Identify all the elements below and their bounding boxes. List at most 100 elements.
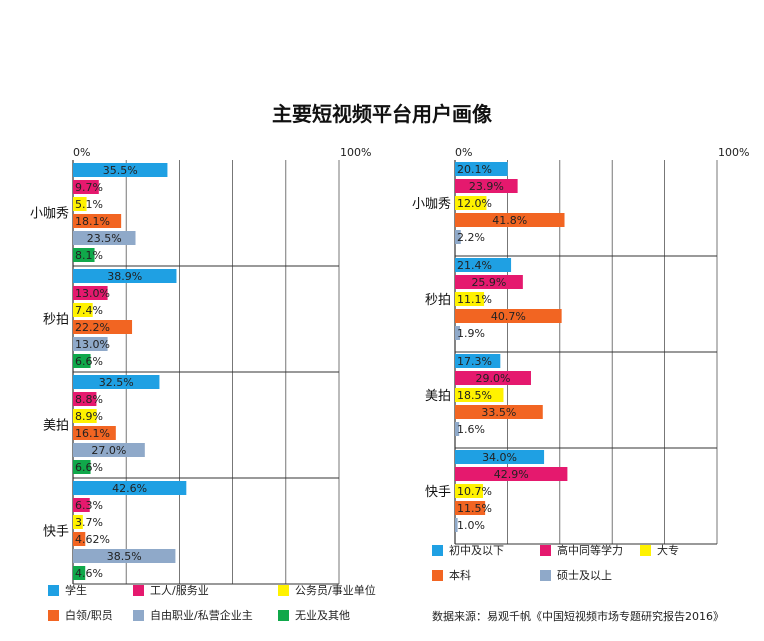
category-label: 小咖秀 bbox=[412, 197, 451, 212]
data-label: 18.5% bbox=[457, 389, 492, 402]
bar bbox=[73, 481, 187, 495]
legend-swatch bbox=[48, 609, 59, 621]
legend-item: 公务员/事业单位 bbox=[278, 582, 376, 598]
bar bbox=[455, 275, 523, 289]
bar bbox=[455, 371, 531, 385]
data-label: 4.6% bbox=[75, 567, 103, 580]
data-label: 34.0% bbox=[482, 451, 517, 464]
data-label: 11.1% bbox=[457, 293, 492, 306]
category-label: 小咖秀 bbox=[30, 207, 69, 222]
data-label: 40.7% bbox=[491, 310, 526, 323]
data-label: 42.9% bbox=[494, 468, 529, 481]
legend-label: 硕士及以上 bbox=[557, 569, 612, 582]
bar bbox=[73, 231, 136, 245]
legend-label: 工人/服务业 bbox=[150, 584, 209, 597]
bar bbox=[455, 213, 565, 227]
bar bbox=[455, 162, 508, 176]
page-title: 主要短视频平台用户画像 bbox=[272, 102, 492, 126]
bar bbox=[73, 197, 87, 211]
legend-label: 公务员/事业单位 bbox=[295, 584, 376, 597]
data-label: 38.5% bbox=[107, 550, 142, 563]
data-label: 16.1% bbox=[75, 427, 110, 440]
data-label: 7.4% bbox=[75, 304, 103, 317]
axis-min-label: 0% bbox=[73, 146, 90, 159]
bar bbox=[455, 292, 485, 306]
legend-swatch bbox=[640, 544, 651, 556]
legend-swatch bbox=[133, 609, 144, 621]
data-label: 13.0% bbox=[75, 287, 110, 300]
data-label: 23.9% bbox=[469, 180, 504, 193]
data-label: 13.0% bbox=[75, 338, 110, 351]
data-label: 8.1% bbox=[75, 249, 103, 262]
category-label: 快手 bbox=[43, 525, 69, 540]
bar bbox=[73, 375, 160, 389]
data-label: 4.62% bbox=[75, 533, 110, 546]
legend-item: 大专 bbox=[640, 542, 679, 558]
data-label: 41.8% bbox=[492, 214, 527, 227]
legend-swatch bbox=[432, 569, 443, 581]
data-label: 12.0% bbox=[457, 197, 492, 210]
bar bbox=[455, 309, 562, 323]
legend-swatch bbox=[432, 544, 443, 556]
data-label: 35.5% bbox=[103, 164, 138, 177]
data-label: 23.5% bbox=[87, 232, 122, 245]
legend-item: 白领/职员 bbox=[48, 607, 113, 623]
legend-item: 无业及其他 bbox=[278, 607, 350, 623]
data-label: 1.6% bbox=[457, 423, 485, 436]
data-label: 6.6% bbox=[75, 461, 103, 474]
legend-label: 自由职业/私营企业主 bbox=[150, 609, 253, 622]
data-label: 32.5% bbox=[99, 376, 134, 389]
bar bbox=[455, 484, 484, 498]
category-label: 秒拍 bbox=[425, 293, 451, 308]
data-label: 1.0% bbox=[457, 519, 485, 532]
bar bbox=[73, 248, 95, 262]
bar bbox=[455, 354, 501, 368]
data-label: 8.8% bbox=[75, 393, 103, 406]
legend-item: 初中及以下 bbox=[432, 542, 504, 558]
legend-label: 初中及以下 bbox=[449, 544, 504, 557]
legend-label: 无业及其他 bbox=[295, 609, 350, 622]
legend-swatch bbox=[540, 544, 551, 556]
bar bbox=[73, 286, 108, 300]
bar bbox=[73, 303, 93, 317]
bar bbox=[455, 258, 512, 272]
legend-item: 硕士及以上 bbox=[540, 567, 612, 583]
bar bbox=[455, 326, 460, 340]
data-label: 42.6% bbox=[112, 482, 147, 495]
data-label: 33.5% bbox=[481, 406, 516, 419]
data-label: 9.7% bbox=[75, 181, 103, 194]
bar bbox=[73, 515, 83, 529]
legend-item: 自由职业/私营企业主 bbox=[133, 607, 253, 623]
data-label: 38.9% bbox=[107, 270, 142, 283]
data-label: 1.9% bbox=[457, 327, 485, 340]
legend-label: 大专 bbox=[657, 544, 679, 557]
bar bbox=[73, 566, 86, 580]
bar bbox=[455, 196, 487, 210]
bar bbox=[73, 269, 177, 283]
data-label: 29.0% bbox=[476, 372, 511, 385]
bar bbox=[455, 501, 486, 515]
bar bbox=[73, 549, 176, 563]
category-label: 美拍 bbox=[43, 419, 69, 434]
legend-swatch bbox=[540, 569, 551, 581]
source-note: 数据来源：易观千帆《中国短视频市场专题研究报告2016》 bbox=[432, 610, 724, 623]
bar bbox=[73, 498, 90, 512]
legend-swatch bbox=[278, 584, 289, 596]
category-label: 快手 bbox=[425, 485, 451, 500]
data-label: 5.1% bbox=[75, 198, 103, 211]
bar bbox=[455, 467, 568, 481]
bar bbox=[73, 320, 133, 334]
legend-swatch bbox=[278, 609, 289, 621]
data-label: 27.0% bbox=[91, 444, 126, 457]
data-label: 11.5% bbox=[457, 502, 492, 515]
legend-label: 学生 bbox=[65, 584, 87, 597]
data-label: 6.3% bbox=[75, 499, 103, 512]
bar bbox=[455, 230, 461, 244]
bar bbox=[73, 214, 122, 228]
bar bbox=[73, 443, 145, 457]
category-label: 美拍 bbox=[425, 389, 451, 404]
bar bbox=[455, 518, 458, 532]
data-label: 10.7% bbox=[457, 485, 492, 498]
data-label: 20.1% bbox=[457, 163, 492, 176]
